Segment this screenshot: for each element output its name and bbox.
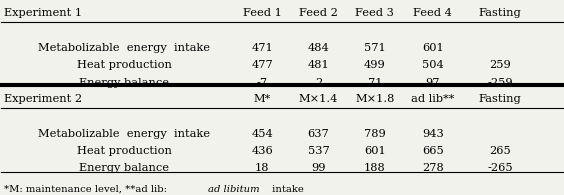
Text: Energy balance: Energy balance (80, 78, 169, 88)
Text: 99: 99 (311, 163, 326, 174)
Text: Feed 1: Feed 1 (243, 8, 282, 18)
Text: Feed 2: Feed 2 (299, 8, 338, 18)
Text: 97: 97 (425, 78, 440, 88)
Text: Feed 3: Feed 3 (355, 8, 394, 18)
Text: M*: M* (254, 94, 271, 104)
Text: Heat production: Heat production (77, 60, 172, 70)
Text: M×1.8: M×1.8 (355, 94, 395, 104)
Text: Experiment 2: Experiment 2 (3, 94, 82, 104)
Text: 477: 477 (252, 60, 273, 70)
Text: ad libitum: ad libitum (208, 185, 259, 194)
Text: 18: 18 (255, 163, 270, 174)
Text: 665: 665 (422, 146, 444, 156)
Text: ad lib**: ad lib** (411, 94, 455, 104)
Text: 499: 499 (364, 60, 386, 70)
Text: Experiment 1: Experiment 1 (3, 8, 82, 18)
Text: 454: 454 (252, 129, 273, 139)
Text: Metabolizable  energy  intake: Metabolizable energy intake (38, 129, 210, 139)
Text: 637: 637 (308, 129, 329, 139)
Text: 188: 188 (364, 163, 386, 174)
Text: 278: 278 (422, 163, 444, 174)
Text: Fasting: Fasting (479, 94, 522, 104)
Text: 571: 571 (364, 43, 386, 53)
Text: M×1.4: M×1.4 (299, 94, 338, 104)
Text: Feed 4: Feed 4 (413, 8, 452, 18)
Text: intake: intake (270, 185, 305, 194)
Text: Fasting: Fasting (479, 8, 522, 18)
Text: 789: 789 (364, 129, 386, 139)
Text: 265: 265 (490, 146, 511, 156)
Text: Heat production: Heat production (77, 146, 172, 156)
Text: 601: 601 (364, 146, 386, 156)
Text: Energy balance: Energy balance (80, 163, 169, 174)
Text: 943: 943 (422, 129, 444, 139)
Text: -259: -259 (487, 78, 513, 88)
Text: 484: 484 (308, 43, 329, 53)
Text: 504: 504 (422, 60, 444, 70)
Text: 436: 436 (252, 146, 273, 156)
Text: 481: 481 (308, 60, 329, 70)
Text: Metabolizable  energy  intake: Metabolizable energy intake (38, 43, 210, 53)
Text: -265: -265 (487, 163, 513, 174)
Text: 471: 471 (252, 43, 273, 53)
Text: 71: 71 (368, 78, 382, 88)
Text: 537: 537 (308, 146, 329, 156)
Text: -7: -7 (257, 78, 268, 88)
Text: 601: 601 (422, 43, 444, 53)
Text: *M: maintenance level, **ad lib:: *M: maintenance level, **ad lib: (3, 185, 170, 194)
Text: 259: 259 (490, 60, 511, 70)
Text: 2: 2 (315, 78, 322, 88)
